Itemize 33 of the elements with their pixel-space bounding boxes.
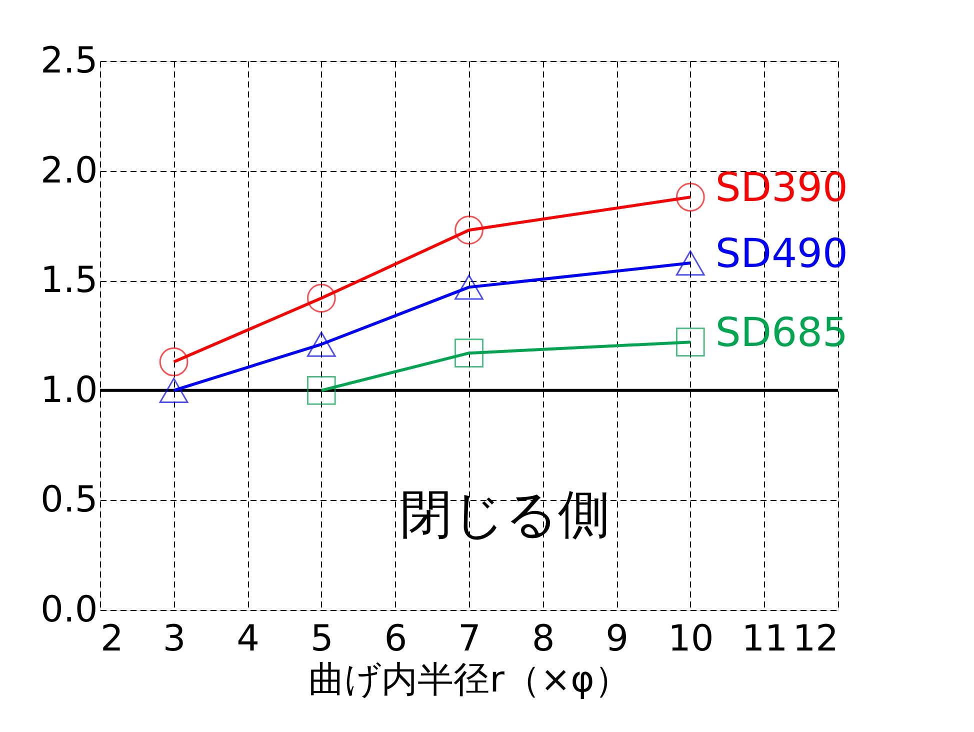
point xyxy=(159,378,188,404)
point xyxy=(676,182,705,212)
series-label: SD390 xyxy=(715,165,848,212)
y-tick-label: 2.0 xyxy=(40,150,98,192)
x-tick-label: 6 xyxy=(384,618,408,660)
x-tick-label: 8 xyxy=(532,618,555,660)
x-tick-label: 11 xyxy=(742,618,788,660)
x-tick-label: 12 xyxy=(792,618,838,660)
series-label: SD685 xyxy=(715,310,848,356)
point xyxy=(676,328,705,357)
point xyxy=(306,332,336,357)
point xyxy=(676,250,705,276)
series-label: SD490 xyxy=(715,231,848,278)
point xyxy=(454,216,484,245)
y-tick-label: 2.5 xyxy=(40,40,98,82)
x-tick-label: 9 xyxy=(606,618,629,660)
y-tick-label: 0.0 xyxy=(40,590,98,630)
point xyxy=(306,376,336,405)
y-tick-label: 0.5 xyxy=(40,480,98,521)
x-tick-label: 4 xyxy=(236,618,260,660)
x-tick-label: 2 xyxy=(100,618,124,660)
annotation: 閉じる側 xyxy=(400,485,610,545)
x-tick-label: 10 xyxy=(668,618,714,660)
point xyxy=(454,274,484,300)
y-tick-label: 1.0 xyxy=(40,370,98,411)
y-tick-label: 1.5 xyxy=(40,260,98,302)
x-axis-title: 曲げ内半径r（×φ） xyxy=(308,660,630,700)
x-tick-label: 5 xyxy=(310,618,334,660)
point xyxy=(159,347,188,376)
point xyxy=(306,284,336,313)
x-tick-label: 3 xyxy=(162,618,186,660)
point xyxy=(454,338,484,368)
x-tick-label: 7 xyxy=(458,618,481,660)
